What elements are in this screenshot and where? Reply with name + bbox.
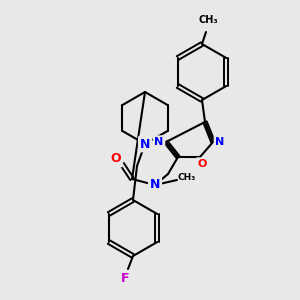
Text: O: O xyxy=(111,152,121,166)
Text: N: N xyxy=(215,137,225,147)
Text: N: N xyxy=(150,178,160,191)
Text: CH₃: CH₃ xyxy=(198,15,218,25)
Text: F: F xyxy=(121,272,129,286)
Text: N: N xyxy=(154,137,164,147)
Text: CH₃: CH₃ xyxy=(178,173,196,182)
Text: O: O xyxy=(197,159,207,169)
Text: N: N xyxy=(140,137,150,151)
